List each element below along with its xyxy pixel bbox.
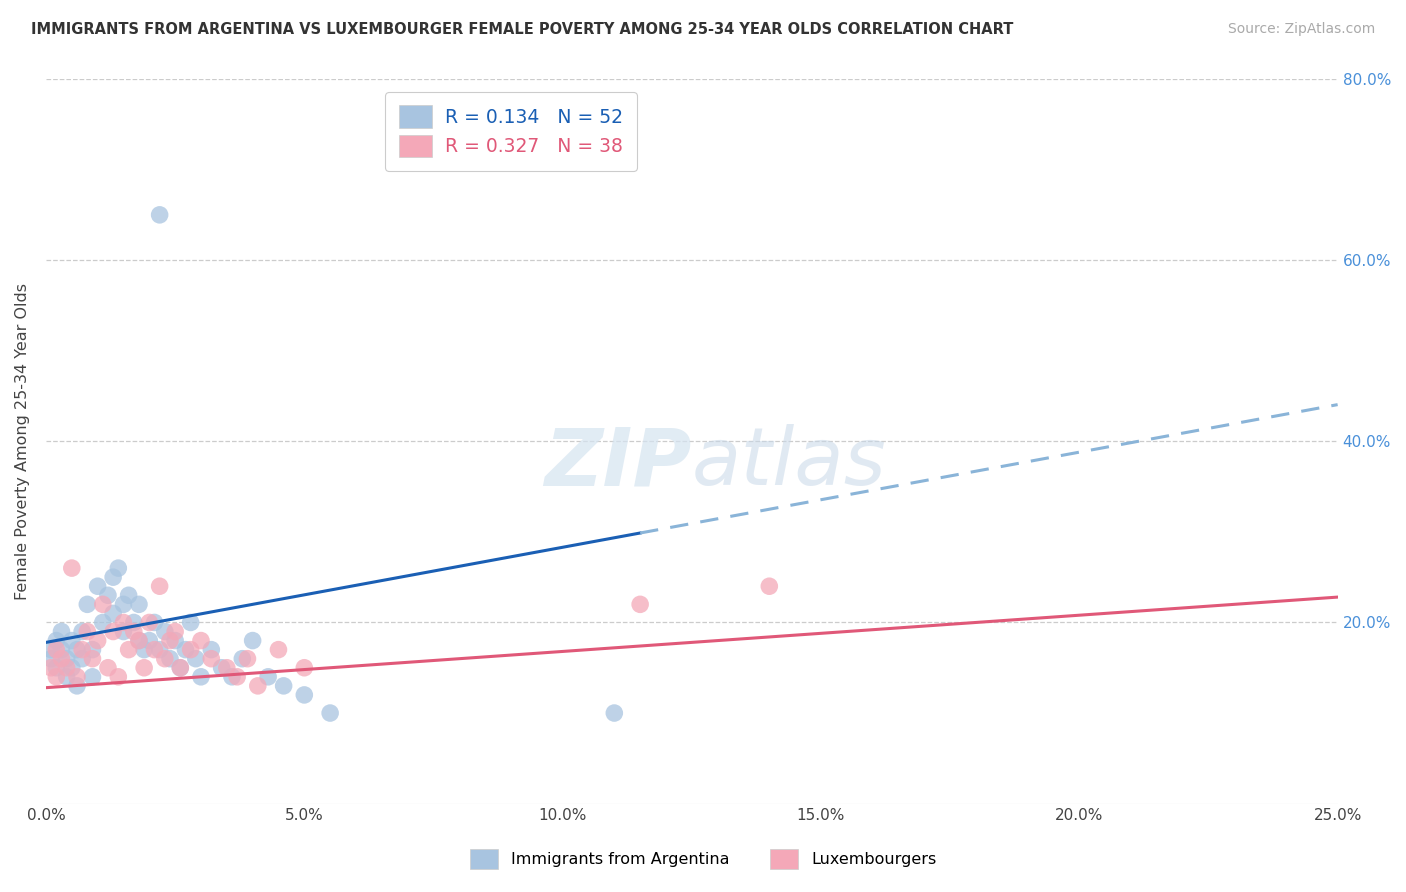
Point (55, 670, 77, 684)
Point (292, 661, 315, 675)
Point (45, 661, 67, 675)
Point (39, 642, 62, 657)
Point (153, 651, 176, 665)
Point (128, 633, 150, 648)
Point (231, 651, 253, 665)
Point (159, 633, 181, 648)
Point (107, 561, 129, 575)
Point (149, 642, 172, 657)
Point (117, 642, 139, 657)
Point (226, 670, 249, 684)
Point (101, 607, 124, 621)
Point (39, 661, 62, 675)
Point (169, 661, 191, 675)
Point (159, 651, 181, 665)
Point (242, 633, 264, 648)
Point (66, 679, 89, 693)
Point (45, 670, 67, 684)
Point (82, 670, 104, 684)
Text: ZIP: ZIP (544, 424, 692, 502)
Point (267, 642, 290, 657)
Point (153, 624, 176, 639)
Point (184, 651, 207, 665)
Point (174, 642, 197, 657)
Point (165, 624, 187, 639)
Point (134, 661, 156, 675)
Point (91, 615, 114, 630)
Point (82, 651, 104, 665)
Text: Source: ZipAtlas.com: Source: ZipAtlas.com (1227, 22, 1375, 37)
Point (200, 651, 222, 665)
Point (101, 570, 124, 584)
Point (122, 615, 145, 630)
Legend: R = 0.134   N = 52, R = 0.327   N = 38: R = 0.134 N = 52, R = 0.327 N = 38 (385, 92, 637, 170)
Point (51, 642, 73, 657)
Point (758, 579, 780, 593)
Point (200, 642, 222, 657)
Point (60, 633, 83, 648)
Point (66, 670, 89, 684)
Point (117, 588, 139, 602)
Point (45, 633, 67, 648)
Point (143, 642, 166, 657)
Point (165, 633, 187, 648)
Point (91, 598, 114, 612)
Point (319, 706, 342, 720)
Text: IMMIGRANTS FROM ARGENTINA VS LUXEMBOURGER FEMALE POVERTY AMONG 25-34 YEAR OLDS C: IMMIGRANTS FROM ARGENTINA VS LUXEMBOURGE… (31, 22, 1014, 37)
Point (169, 661, 191, 675)
Legend: Immigrants from Argentina, Luxembourgers: Immigrants from Argentina, Luxembourgers (463, 843, 943, 875)
Point (122, 624, 145, 639)
Point (273, 679, 295, 693)
Point (76, 598, 98, 612)
Point (628, 598, 651, 612)
Point (97, 661, 120, 675)
Point (86, 579, 108, 593)
Point (128, 633, 150, 648)
Point (112, 615, 135, 630)
Point (190, 633, 212, 648)
Point (180, 615, 202, 630)
Text: atlas: atlas (692, 424, 887, 502)
Point (215, 661, 238, 675)
Point (70, 642, 93, 657)
Point (76, 624, 98, 639)
Point (55, 651, 77, 665)
Point (86, 633, 108, 648)
Point (603, 706, 626, 720)
Point (236, 651, 259, 665)
Point (128, 598, 150, 612)
Point (101, 624, 124, 639)
Point (60, 561, 83, 575)
Point (51, 624, 73, 639)
Point (221, 670, 243, 684)
Point (292, 688, 315, 702)
Point (143, 615, 166, 630)
Point (246, 679, 269, 693)
Point (134, 642, 156, 657)
Point (190, 670, 212, 684)
Point (55, 661, 77, 675)
Point (107, 670, 129, 684)
Point (149, 208, 172, 222)
Point (45, 642, 67, 657)
Point (180, 642, 202, 657)
Point (112, 598, 135, 612)
Point (82, 642, 104, 657)
Point (149, 579, 172, 593)
Point (70, 651, 93, 665)
Point (70, 624, 93, 639)
Point (138, 615, 160, 630)
Point (97, 588, 120, 602)
Point (112, 624, 135, 639)
Point (60, 661, 83, 675)
Point (51, 651, 73, 665)
Y-axis label: Female Poverty Among 25-34 Year Olds: Female Poverty Among 25-34 Year Olds (15, 283, 30, 599)
Point (66, 642, 89, 657)
Point (39, 651, 62, 665)
Point (138, 633, 160, 648)
Point (257, 670, 280, 684)
Point (211, 661, 233, 675)
